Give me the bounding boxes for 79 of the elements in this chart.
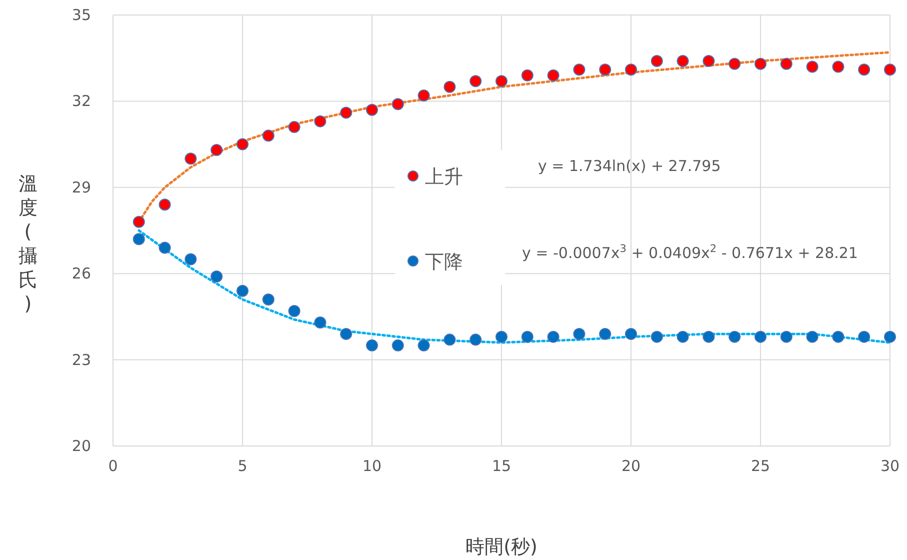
y-tick-label: 29 (72, 178, 91, 196)
point (625, 328, 637, 340)
point (236, 138, 248, 150)
legend-label: 上升 (425, 166, 463, 188)
point (676, 54, 689, 67)
point (158, 198, 171, 211)
point (418, 89, 430, 102)
x-axis-title: 時間(秒) (466, 536, 538, 558)
point (599, 64, 612, 76)
point (858, 64, 870, 76)
point (676, 330, 689, 343)
x-tick-label: 25 (750, 457, 770, 475)
y-axis-title: 溫度(攝氏) (18, 173, 38, 315)
point (314, 316, 326, 328)
point (832, 60, 844, 73)
point (210, 144, 223, 156)
point (806, 330, 818, 343)
point (418, 339, 430, 352)
point (754, 58, 766, 70)
point (444, 334, 456, 346)
point (702, 54, 715, 67)
point (754, 330, 766, 343)
point (728, 330, 741, 343)
point (340, 106, 352, 119)
point (547, 69, 560, 82)
point (132, 233, 145, 246)
point (858, 330, 870, 343)
y-tick-label: 35 (72, 6, 91, 24)
point (340, 328, 352, 340)
x-tick-label: 20 (621, 457, 641, 475)
annotation: y = -0.0007x$^{3}$ + 0.0409x$^{2}$ - 0.7671x + 28.21 (522, 243, 858, 262)
point (262, 293, 274, 306)
point (210, 270, 223, 282)
legend-label: 下降 (425, 251, 463, 273)
point (158, 242, 171, 254)
point (314, 115, 326, 128)
x-tick-label: 15 (492, 457, 512, 475)
point (832, 330, 844, 343)
point (184, 253, 197, 266)
point (496, 75, 508, 88)
x-tick-label: 10 (362, 457, 382, 475)
x-tick-label: 30 (880, 457, 900, 475)
annotation: y = 1.734ln(x) + 27.795 (538, 157, 721, 175)
point (650, 54, 663, 67)
point (470, 75, 482, 88)
point (366, 339, 378, 352)
point (806, 60, 818, 73)
point (366, 104, 378, 116)
point (599, 328, 612, 340)
point (884, 64, 896, 76)
point (496, 330, 508, 343)
point (288, 304, 300, 317)
point (521, 69, 534, 82)
point (470, 334, 482, 346)
point (132, 216, 145, 228)
y-tick-label: 32 (72, 92, 91, 110)
point (547, 330, 560, 343)
point (573, 64, 586, 76)
y-tick-label: 20 (72, 437, 91, 455)
point (728, 58, 741, 70)
point (288, 121, 300, 134)
point (884, 330, 896, 343)
point (262, 130, 274, 142)
y-tick-label: 26 (72, 264, 91, 283)
point (780, 330, 792, 343)
point (650, 330, 663, 343)
point (444, 80, 456, 93)
point (702, 330, 715, 343)
x-tick-label: 5 (238, 457, 248, 475)
point (521, 330, 534, 343)
point (184, 152, 197, 165)
point (236, 284, 248, 297)
x-tick-label: 0 (108, 457, 118, 475)
point (392, 339, 404, 352)
point (780, 58, 792, 70)
point (392, 98, 404, 110)
point (625, 64, 637, 76)
y-tick-label: 23 (72, 350, 91, 369)
point (573, 328, 586, 340)
